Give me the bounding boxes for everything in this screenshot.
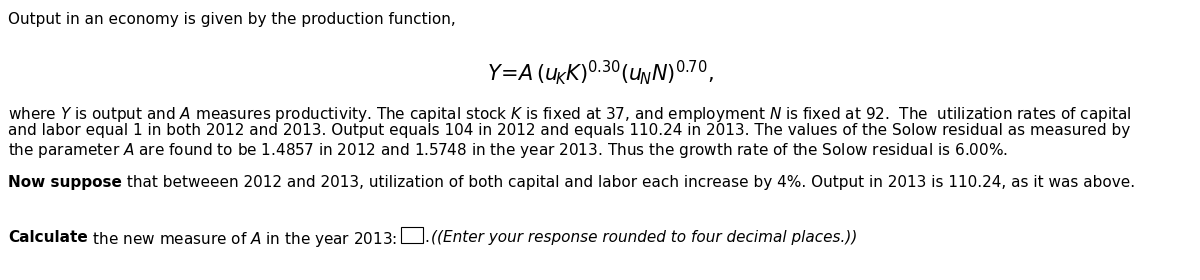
Text: the new measure of $A$ in the year 2013:: the new measure of $A$ in the year 2013:: [88, 230, 397, 249]
Text: Output in an economy is given by the production function,: Output in an economy is given by the pro…: [8, 12, 456, 27]
Text: Calculate: Calculate: [8, 230, 88, 245]
Text: where $Y$ is output and $A$ measures productivity. The capital stock $K$ is fixe: where $Y$ is output and $A$ measures pro…: [8, 105, 1132, 124]
Text: and labor equal 1 in both 2012 and 2013. Output equals 104 in 2012 and equals 11: and labor equal 1 in both 2012 and 2013.…: [8, 123, 1130, 138]
Text: Now suppose: Now suppose: [8, 175, 122, 190]
Text: ((Enter your response rounded to four decimal places.)): ((Enter your response rounded to four de…: [431, 230, 858, 245]
Text: .: .: [425, 230, 434, 245]
Bar: [401, 227, 424, 243]
Text: that betweeen 2012 and 2013, utilization of both capital and labor each increase: that betweeen 2012 and 2013, utilization…: [122, 175, 1135, 190]
Text: $Y\!=\!A\,(u_{\!K}K)^{0.30}(u_{\!N}N)^{0.70},$: $Y\!=\!A\,(u_{\!K}K)^{0.30}(u_{\!N}N)^{0…: [487, 58, 713, 87]
Text: the parameter $A$ are found to be 1.4857 in 2012 and 1.5748 in the year 2013. Th: the parameter $A$ are found to be 1.4857…: [8, 141, 1008, 160]
